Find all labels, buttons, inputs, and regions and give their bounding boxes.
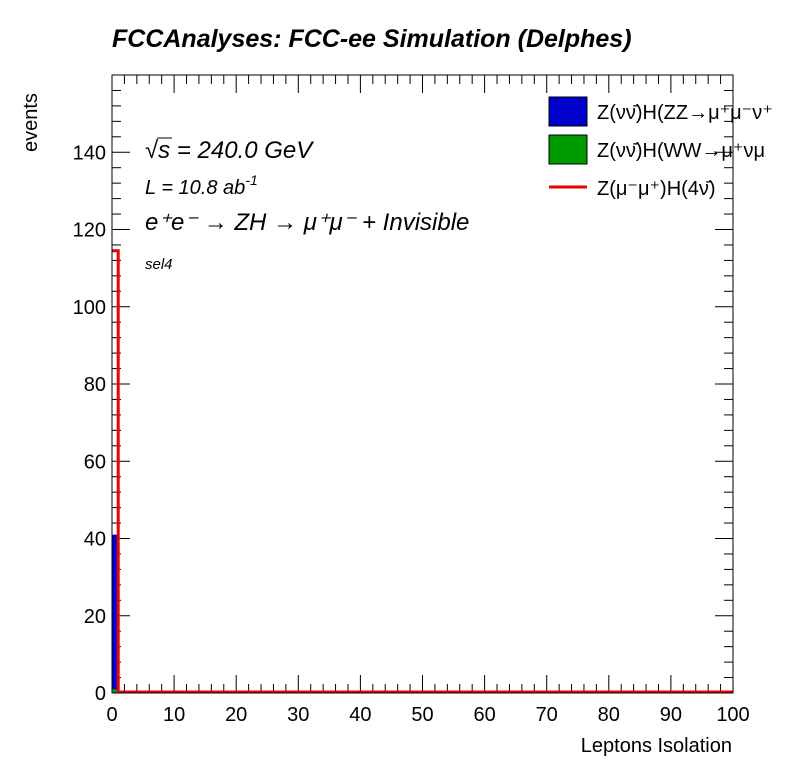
x-tick-label: 20 (225, 704, 247, 726)
y-tick-label: 40 (84, 529, 106, 551)
histogram-line (112, 249, 733, 694)
process-annotation: e⁺e⁻ → ZH → μ⁺μ⁻ + Invisible (145, 209, 469, 236)
energy-s: s (158, 137, 170, 164)
legend-entry: Z(μ⁻μ⁺)H(4ν̄) (597, 178, 716, 200)
x-tick-label: 10 (163, 704, 185, 726)
lumi-exponent: -1 (245, 172, 257, 188)
y-tick-labels: 0 20 40 60 80 100 120 140 (73, 142, 106, 705)
x-tick-label: 30 (287, 704, 309, 726)
x-axis-title: Leptons Isolation (581, 735, 732, 757)
energy-annotation: √s = 240.0 GeV (145, 137, 314, 164)
x-tick-label: 40 (349, 704, 371, 726)
y-tick-label: 120 (73, 220, 106, 242)
histogram-bar (112, 689, 119, 693)
x-tick-labels: 0 10 20 30 40 50 60 70 80 90 100 (106, 704, 749, 726)
legend-entry: Z(νν̄)H(WW→μ⁺νμ (597, 140, 765, 162)
x-tick-label: 100 (716, 704, 749, 726)
histogram-bar (112, 534, 119, 693)
luminosity-annotation: L = 10.8 ab-1 (145, 172, 258, 199)
x-tick-label: 50 (411, 704, 433, 726)
legend: Z(νν̄)H(ZZ→μ⁺μ⁻ν⁺ Z(νν̄)H(WW→μ⁺νμ Z(μ⁻μ⁺)H… (548, 96, 773, 200)
lumi-text: L = 10.8 ab (145, 177, 245, 199)
chart-title: FCCAnalyses: FCC-ee Simulation (Delphes) (112, 25, 632, 53)
x-tick-label: 70 (536, 704, 558, 726)
axis-ticks (111, 75, 734, 694)
plot-frame (111, 74, 734, 694)
y-tick-label: 60 (84, 451, 106, 473)
y-tick-label: 20 (84, 606, 106, 628)
legend-entry: Z(νν̄)H(ZZ→μ⁺μ⁻ν⁺ (597, 102, 773, 124)
x-tick-label: 60 (473, 704, 495, 726)
histogram-bars (112, 249, 733, 694)
legend-swatch (548, 134, 588, 165)
y-tick-label: 100 (73, 297, 106, 319)
y-tick-label: 0 (95, 683, 106, 705)
x-tick-label: 80 (598, 704, 620, 726)
legend-swatch (548, 96, 588, 127)
y-tick-label: 80 (84, 374, 106, 396)
y-axis-title: events (20, 93, 42, 152)
x-tick-label: 0 (106, 704, 117, 726)
selection-label: sel4 (145, 256, 173, 273)
y-tick-label: 140 (73, 142, 106, 164)
x-tick-label: 90 (660, 704, 682, 726)
energy-value: = 240.0 GeV (170, 137, 314, 164)
svg-text:√s = 240.0 GeV: √s = 240.0 GeV (145, 137, 314, 164)
sqrt-symbol: √ (145, 137, 159, 164)
